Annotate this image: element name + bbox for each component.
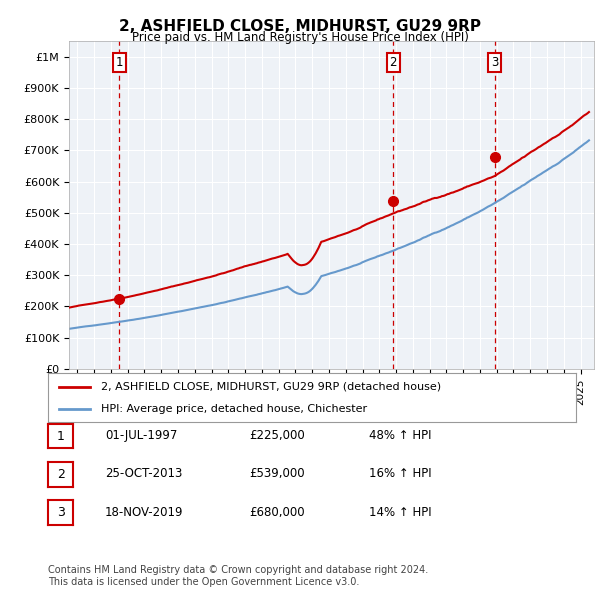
Text: 25-OCT-2013: 25-OCT-2013 xyxy=(105,467,182,480)
Text: Contains HM Land Registry data © Crown copyright and database right 2024.
This d: Contains HM Land Registry data © Crown c… xyxy=(48,565,428,587)
Text: 2: 2 xyxy=(56,468,65,481)
Text: Price paid vs. HM Land Registry's House Price Index (HPI): Price paid vs. HM Land Registry's House … xyxy=(131,31,469,44)
Text: HPI: Average price, detached house, Chichester: HPI: Average price, detached house, Chic… xyxy=(101,404,367,414)
Text: 2, ASHFIELD CLOSE, MIDHURST, GU29 9RP (detached house): 2, ASHFIELD CLOSE, MIDHURST, GU29 9RP (d… xyxy=(101,382,441,392)
Text: £680,000: £680,000 xyxy=(249,506,305,519)
Text: 2, ASHFIELD CLOSE, MIDHURST, GU29 9RP: 2, ASHFIELD CLOSE, MIDHURST, GU29 9RP xyxy=(119,19,481,34)
Text: £225,000: £225,000 xyxy=(249,429,305,442)
Text: 01-JUL-1997: 01-JUL-1997 xyxy=(105,429,178,442)
Text: 18-NOV-2019: 18-NOV-2019 xyxy=(105,506,184,519)
Text: £539,000: £539,000 xyxy=(249,467,305,480)
Text: 2: 2 xyxy=(389,56,397,69)
Text: 3: 3 xyxy=(56,506,65,519)
Text: 16% ↑ HPI: 16% ↑ HPI xyxy=(369,467,431,480)
Text: 1: 1 xyxy=(116,56,123,69)
Text: 14% ↑ HPI: 14% ↑ HPI xyxy=(369,506,431,519)
Text: 48% ↑ HPI: 48% ↑ HPI xyxy=(369,429,431,442)
Text: 1: 1 xyxy=(56,430,65,442)
Text: 3: 3 xyxy=(491,56,499,69)
